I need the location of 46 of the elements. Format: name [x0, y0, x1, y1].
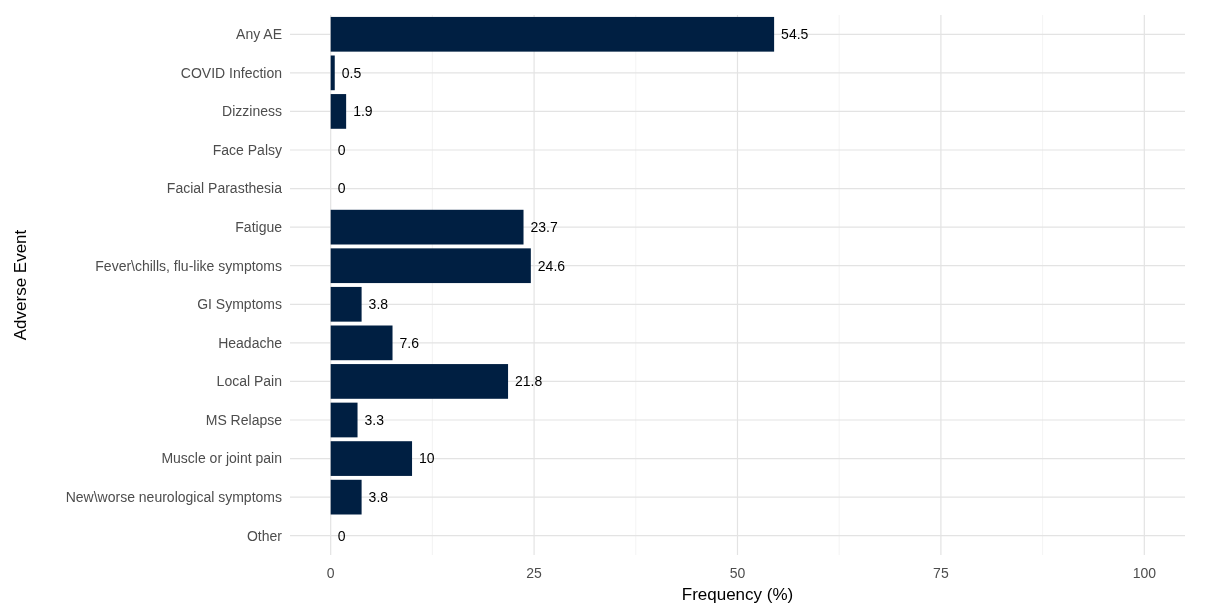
x-tick-label: 0: [326, 565, 335, 581]
bar: [330, 94, 347, 129]
y-tick-label: Facial Parasthesia: [166, 180, 283, 197]
bar: [330, 441, 413, 476]
y-tick-label: MS Relapse: [205, 411, 283, 428]
data-label: 7.6: [399, 334, 420, 351]
y-tick-label: Muscle or joint pain: [161, 450, 282, 467]
data-label: 54.5: [781, 26, 809, 43]
data-label: 0: [337, 141, 346, 158]
bar: [330, 248, 531, 284]
data-label: 3.8: [368, 296, 389, 313]
y-tick-label: Dizziness: [222, 103, 282, 120]
data-label: 24.6: [537, 257, 566, 274]
data-label: 10: [419, 450, 435, 467]
bar: [330, 364, 509, 399]
y-tick-label: Fever\chills, flu-like symptoms: [95, 257, 282, 274]
x-tick-label: 50: [729, 565, 746, 581]
x-tick-label: 25: [526, 565, 543, 581]
y-tick-label: New\worse neurological symptoms: [65, 489, 282, 506]
bar: [330, 209, 524, 245]
y-tick-label: Local Pain: [216, 373, 282, 390]
y-tick-label: Any AE: [236, 26, 282, 43]
bar: [330, 325, 393, 361]
data-label: 1.9: [353, 103, 373, 120]
bar: [330, 16, 775, 52]
x-axis-title: Frequency (%): [681, 585, 794, 604]
data-label: 3.8: [368, 489, 389, 506]
y-tick-label: Headache: [218, 334, 283, 351]
data-label: 0: [337, 527, 346, 544]
x-tick-label: 100: [1132, 565, 1157, 581]
data-label: 0: [337, 180, 346, 197]
y-tick-label: COVID Infection: [180, 64, 282, 81]
bar: [330, 55, 335, 91]
bar: [330, 479, 362, 515]
bar: [330, 402, 358, 438]
data-label: 0.5: [341, 64, 362, 81]
x-tick-label: 75: [933, 565, 949, 581]
y-tick-label: Other: [246, 527, 283, 544]
bar: [330, 286, 362, 322]
y-axis-title: Adverse Event: [11, 229, 30, 341]
data-label: 21.8: [515, 373, 543, 390]
y-tick-label: Face Palsy: [212, 141, 282, 158]
data-label: 3.3: [364, 411, 385, 428]
data-label: 23.7: [530, 219, 558, 236]
y-tick-label: GI Symptoms: [197, 296, 282, 313]
y-tick-label: Fatigue: [235, 219, 283, 236]
